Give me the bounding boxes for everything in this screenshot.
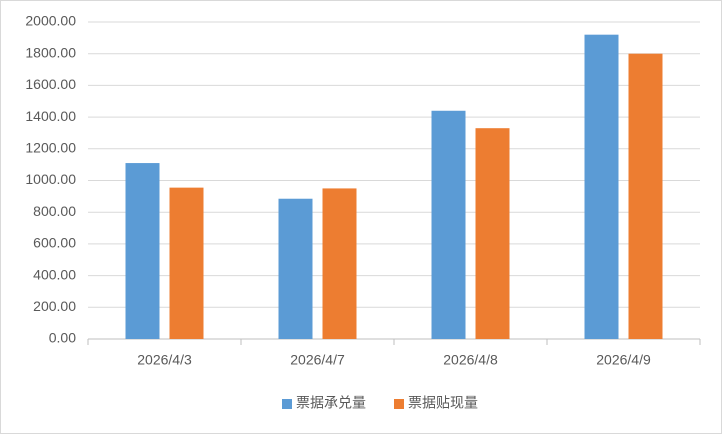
bar <box>322 188 357 339</box>
x-tick-label: 2026/4/8 <box>443 352 498 368</box>
legend-label: 票据承兑量 <box>296 395 366 411</box>
y-tick-label: 0.00 <box>49 330 76 346</box>
legend-swatch <box>394 399 404 409</box>
y-tick-label: 1400.00 <box>25 108 76 124</box>
y-tick-label: 400.00 <box>33 266 76 282</box>
x-tick-label: 2026/4/7 <box>290 352 345 368</box>
bar <box>125 163 160 339</box>
y-tick-label: 2000.00 <box>25 13 76 29</box>
bar <box>584 34 619 340</box>
y-tick-label: 1000.00 <box>25 171 76 187</box>
y-tick-label: 200.00 <box>33 298 76 314</box>
bar <box>278 198 313 339</box>
y-tick-label: 1200.00 <box>25 140 76 156</box>
x-tick-label: 2026/4/9 <box>596 352 651 368</box>
bar <box>628 53 663 339</box>
bar <box>475 128 510 339</box>
x-tick-label: 2026/4/3 <box>137 352 192 368</box>
y-tick-label: 600.00 <box>33 235 76 251</box>
legend-label: 票据贴现量 <box>408 395 478 411</box>
bar <box>431 110 466 339</box>
y-tick-label: 1800.00 <box>25 44 76 60</box>
y-tick-label: 800.00 <box>33 203 76 219</box>
y-tick-label: 1600.00 <box>25 76 76 92</box>
legend-swatch <box>282 399 292 409</box>
bar <box>169 187 204 339</box>
